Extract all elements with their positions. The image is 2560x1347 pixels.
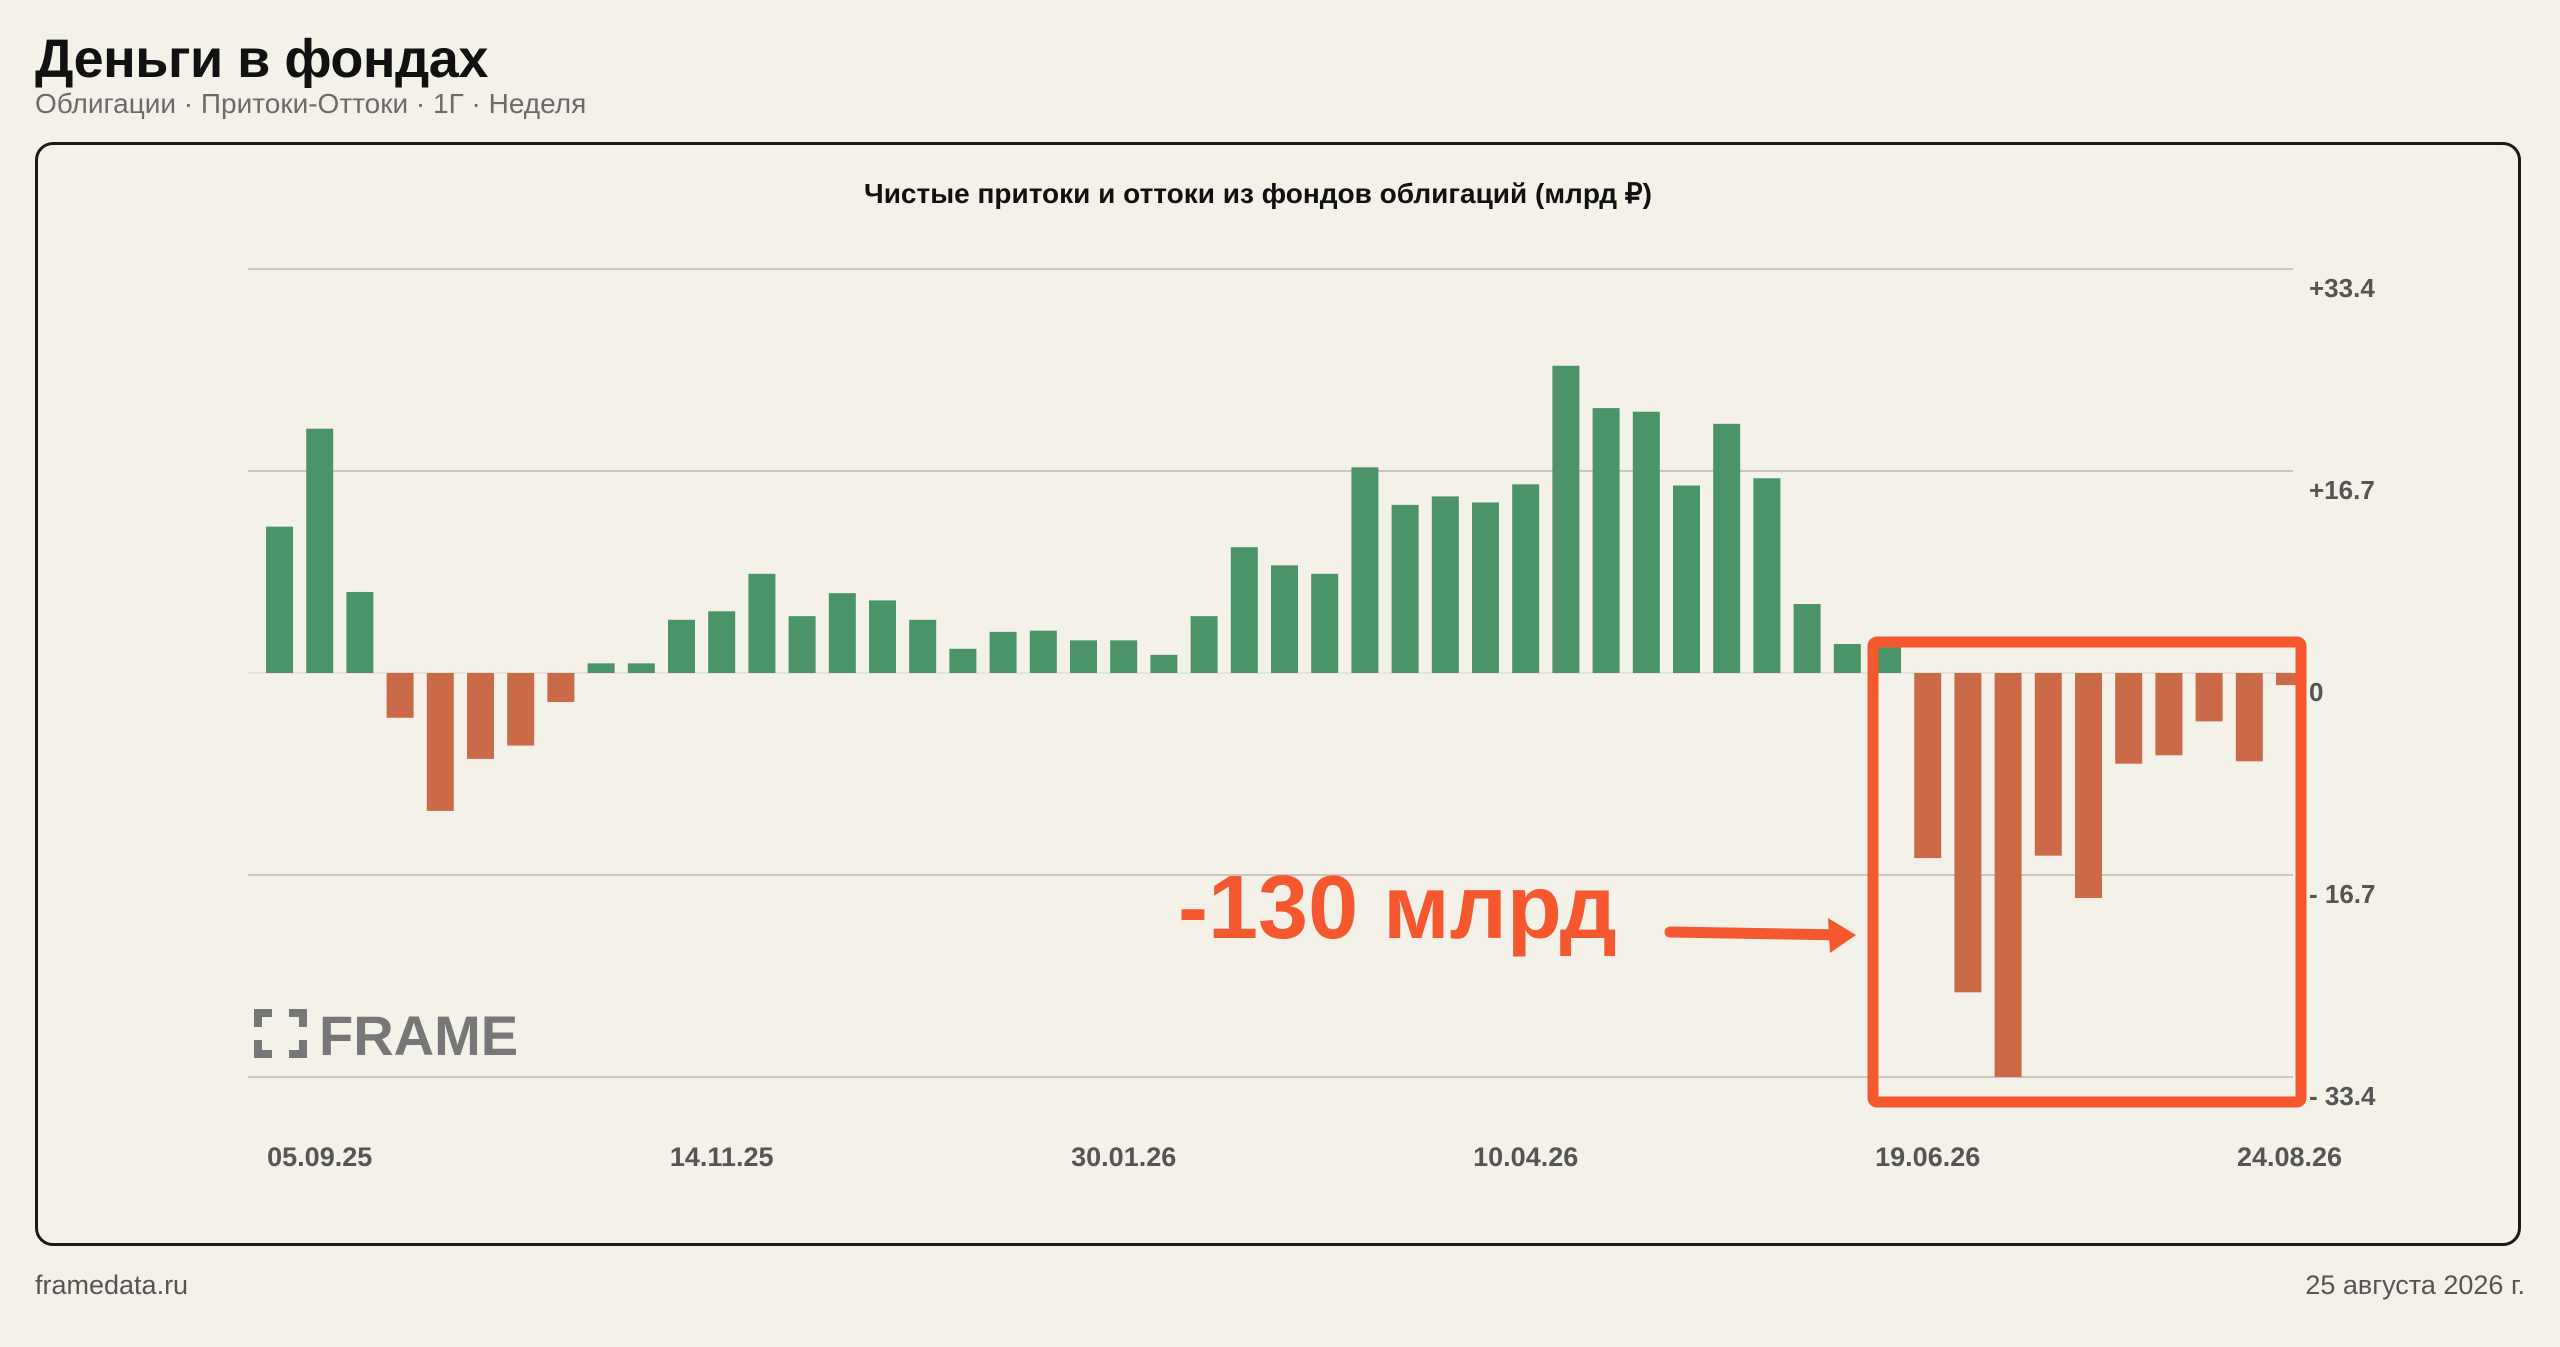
chart-bar	[1431, 496, 1459, 673]
chart-bar	[507, 673, 535, 746]
chart-bar	[828, 593, 856, 673]
y-tick-label: 0	[2309, 677, 2323, 707]
x-tick-label: 05.09.25	[267, 1142, 372, 1172]
x-tick-label: 19.06.26	[1875, 1142, 1980, 1172]
chart-bar	[909, 619, 937, 673]
x-tick-label: 24.08.26	[2237, 1142, 2342, 1172]
frame-watermark: FRAME	[254, 1004, 518, 1067]
chart-bar	[1351, 467, 1379, 673]
chart-bar	[627, 663, 655, 673]
chart-bar	[1632, 411, 1660, 673]
footer-date: 25 августа 2026 г.	[2305, 1270, 2525, 1300]
y-tick-labels: +33.4 +16.7 0 - 16.7 - 33.4	[2309, 273, 2376, 1111]
chart-bar	[1673, 485, 1700, 673]
y-tick-label: +33.4	[2309, 273, 2375, 303]
chart-bar	[1391, 504, 1419, 673]
chart-bar	[748, 573, 776, 673]
chart-bar	[1512, 484, 1540, 673]
bars	[266, 365, 2303, 1077]
chart-bar	[989, 631, 1017, 673]
x-tick-label: 30.01.26	[1071, 1142, 1176, 1172]
chart-bar	[1713, 423, 1741, 673]
chart-bar	[788, 616, 816, 673]
chart-bar	[949, 648, 977, 673]
chart-bar	[386, 673, 414, 718]
chart-bar	[467, 673, 494, 759]
x-tick-label: 14.11.25	[670, 1142, 774, 1172]
chart-bar	[1994, 673, 2022, 1077]
chart-title: Чистые притоки и оттоки из фондов облига…	[864, 178, 1652, 209]
x-tick-label: 10.04.26	[1473, 1142, 1578, 1172]
chart-bar	[1070, 640, 1097, 673]
callout: -130 млрд	[1178, 636, 2307, 1108]
chart-bar	[2235, 673, 2263, 762]
chart-bar	[2115, 673, 2143, 764]
page-subtitle: Облигации · Притоки-Оттоки · 1Г · Неделя	[35, 88, 587, 119]
annotation-text: -130 млрд	[1178, 858, 1617, 958]
chart-bar	[2075, 673, 2102, 898]
chart-bar	[426, 673, 454, 811]
watermark-text: FRAME	[319, 1004, 518, 1067]
chart-bar	[1110, 640, 1138, 673]
chart-bar	[346, 591, 374, 673]
chart-bar	[2155, 673, 2183, 756]
chart-bar	[266, 526, 293, 673]
chart-bar	[1753, 478, 1781, 673]
chart-bar	[587, 663, 615, 673]
bar-chart: Чистые притоки и оттоки из фондов облига…	[248, 178, 2376, 1172]
annotation-arrow-icon	[1664, 918, 1856, 953]
chart-bar	[1833, 643, 1861, 673]
y-tick-label: - 33.4	[2309, 1081, 2376, 1111]
y-tick-label: - 16.7	[2309, 879, 2376, 909]
chart-bar	[2034, 673, 2062, 856]
chart-bar	[1954, 673, 1982, 993]
chart-bar	[1311, 573, 1339, 673]
chart-bar	[1230, 547, 1258, 673]
chart-bar	[668, 619, 695, 673]
chart-bar	[869, 600, 896, 673]
chart-bar	[2195, 673, 2223, 722]
chart-bar	[1271, 565, 1298, 673]
chart-bar	[1592, 408, 1620, 673]
highlight-box	[1867, 636, 2307, 1108]
chart-bar	[1552, 365, 1580, 673]
x-tick-labels: 05.09.25 14.11.25 30.01.26 10.04.26 19.06.26…	[267, 1142, 2342, 1172]
chart-bar	[1472, 502, 1499, 673]
footer-site[interactable]: framedata.ru	[35, 1270, 189, 1300]
chart-bar	[306, 428, 334, 673]
y-tick-label: +16.7	[2309, 475, 2375, 505]
chart-bar	[1793, 604, 1821, 673]
frame-logo-icon	[254, 1009, 307, 1058]
chart-bar	[1190, 616, 1218, 673]
chart-bar	[1029, 630, 1057, 673]
chart-card: Чистые притоки и оттоки из фондов облига…	[35, 142, 2521, 1246]
page-title: Деньги в фондах	[35, 29, 488, 89]
chart-bar	[708, 611, 736, 673]
chart-bar	[1914, 673, 1942, 859]
chart-bar	[547, 673, 575, 703]
chart-bar	[1150, 654, 1178, 673]
